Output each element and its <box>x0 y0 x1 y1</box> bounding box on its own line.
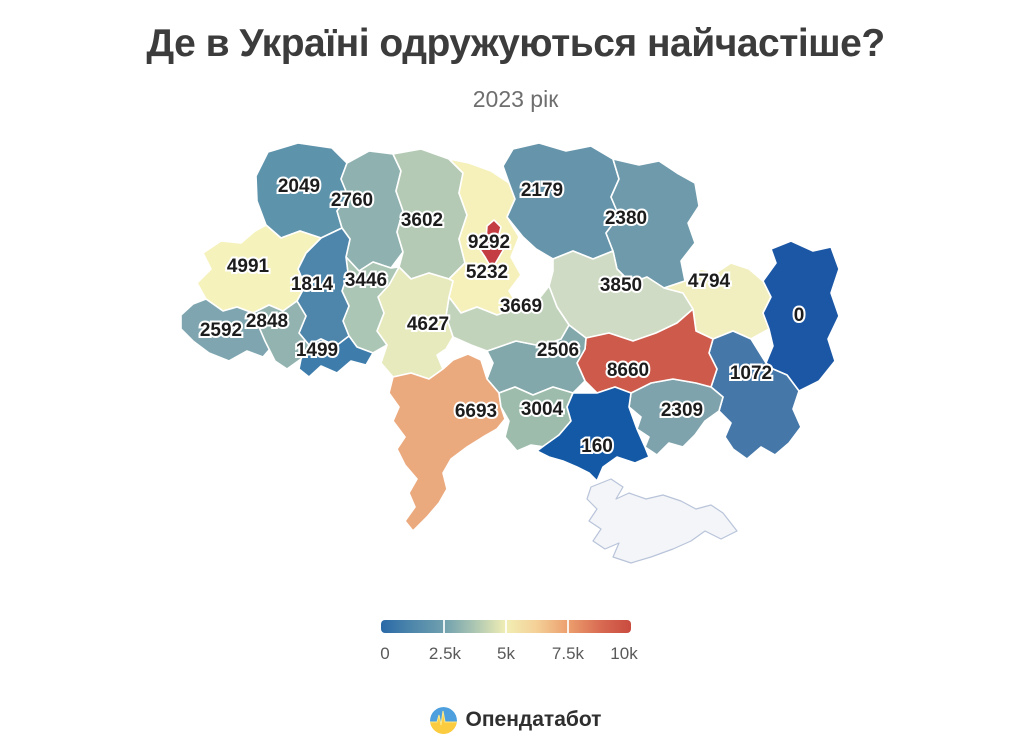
region-value-label: 3446 <box>345 270 387 291</box>
region-zakarpattia[interactable] <box>180 298 276 362</box>
region-dnipro[interactable] <box>576 308 718 394</box>
region-value-label: 2760 <box>331 190 373 211</box>
region-value-label: 3602 <box>401 210 443 231</box>
region-chernihiv[interactable] <box>502 142 620 260</box>
region-value-label: 9292 <box>468 232 510 253</box>
region-value-label: 2848 <box>246 311 288 332</box>
region-value-label: 2049 <box>278 176 320 197</box>
region-value-label: 4794 <box>688 271 731 292</box>
region-value-label: 160 <box>581 436 613 457</box>
region-value-label: 3850 <box>600 275 642 296</box>
region-value-label: 2380 <box>605 208 647 229</box>
region-value-label: 1499 <box>296 340 338 361</box>
region-value-label: 0 <box>794 305 805 326</box>
color-gradient-bar <box>381 620 631 633</box>
legend-tick: 7.5k <box>551 644 585 663</box>
region-value-label: 4991 <box>227 256 270 277</box>
legend-tick-labels: 0 2.5k 5k 7.5k 10k <box>380 644 637 666</box>
region-chernivtsi[interactable] <box>298 335 374 378</box>
color-scale-legend: 0 2.5k 5k 7.5k 10k <box>380 620 638 670</box>
legend-tick: 10k <box>610 644 638 663</box>
region-value-label: 3669 <box>500 296 542 317</box>
legend-tick: 5k <box>497 644 515 663</box>
region-kherson[interactable] <box>536 386 650 482</box>
brand-name: Опендатабот <box>465 708 602 731</box>
region-value-label: 5232 <box>466 262 508 283</box>
region-value-label: 2309 <box>661 400 703 421</box>
page-subtitle: 2023 рік <box>472 86 559 112</box>
region-odesa[interactable] <box>388 353 506 532</box>
legend-tick: 0 <box>380 644 390 663</box>
legend-separator <box>443 620 445 633</box>
region-value-label: 8660 <box>607 360 649 381</box>
region-value-label: 6693 <box>455 401 497 422</box>
opendatabot-logo-icon <box>429 706 457 734</box>
region-value-label: 2179 <box>521 180 563 201</box>
legend-separator <box>567 620 569 633</box>
region-value-label: 3004 <box>521 399 564 420</box>
legend-separator <box>505 620 507 633</box>
region-cherkasy[interactable] <box>445 285 570 352</box>
legend-tick: 2.5k <box>428 644 462 663</box>
region-value-label: 1072 <box>730 363 772 384</box>
region-kyiv-city[interactable] <box>478 219 506 270</box>
region-value-label: 2506 <box>537 340 579 361</box>
footer-brand[interactable]: Опендатабот <box>0 703 1031 737</box>
region-value-label: 2592 <box>200 320 242 341</box>
region-value-label: 4627 <box>407 314 449 335</box>
page-title: Де в Україні одружуються найчастіше? <box>146 22 885 65</box>
region-value-label: 1814 <box>291 274 334 295</box>
region-crimea[interactable] <box>586 478 738 564</box>
